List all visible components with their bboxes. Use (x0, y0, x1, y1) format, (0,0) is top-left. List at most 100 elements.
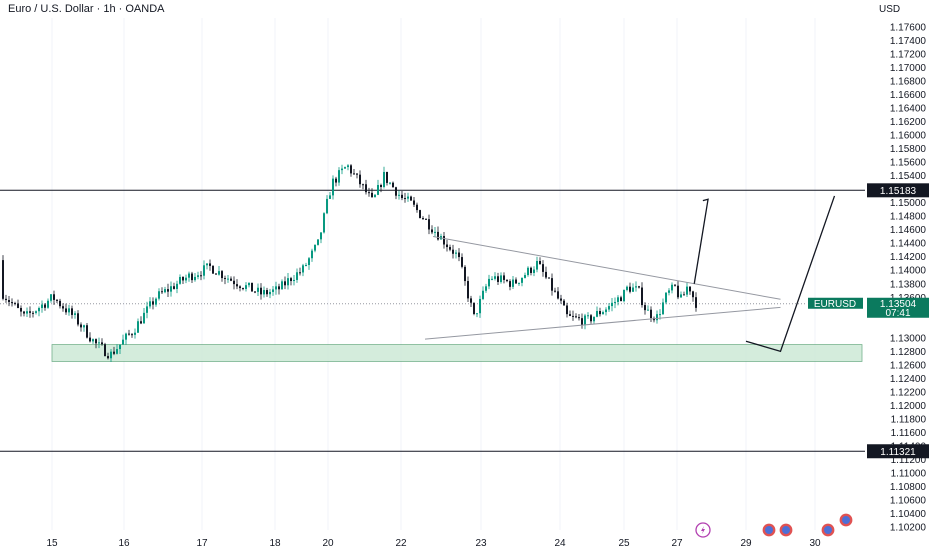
candle-body (38, 308, 40, 312)
candle-body (692, 291, 694, 298)
y-tick-label: 1.15600 (890, 158, 927, 169)
candle-body (125, 333, 127, 340)
candle-body (635, 286, 637, 288)
candle-body (164, 289, 166, 293)
candle-body (8, 300, 10, 303)
y-tick-label: 1.17200 (890, 50, 927, 61)
candle-body (587, 315, 589, 317)
candle-body (32, 312, 34, 314)
y-tick-label: 1.16400 (890, 104, 927, 115)
candle-body (689, 286, 691, 292)
candle-body (407, 196, 409, 199)
x-tick-label: 25 (618, 538, 630, 549)
candle-body (548, 277, 550, 279)
y-tick-label: 1.13800 (890, 279, 927, 290)
candle-body (41, 304, 43, 309)
candle-body (212, 265, 214, 274)
level-tag (867, 444, 929, 459)
candle-body (518, 282, 520, 284)
candle-body (677, 285, 679, 298)
candle-body (512, 279, 514, 287)
candle-body (200, 275, 202, 277)
candle-body (86, 325, 88, 338)
candle-body (605, 309, 607, 313)
candle-body (599, 311, 601, 315)
candle-body (695, 297, 697, 308)
candle-body (59, 300, 61, 307)
candle-body (224, 278, 226, 280)
event-inner (782, 526, 790, 534)
candle-body (563, 300, 565, 306)
candle-body (152, 301, 154, 305)
x-tick-label: 18 (269, 538, 281, 549)
y-tick-label: 1.14600 (890, 225, 927, 236)
candle-body (611, 302, 613, 307)
candle-body (479, 298, 481, 314)
candle-body (416, 204, 418, 211)
candle-body (95, 339, 97, 344)
level-tag-label: 1.11321 (880, 447, 916, 458)
candle-body (17, 303, 19, 308)
candle-body (551, 278, 553, 291)
candle-body (428, 219, 430, 230)
candle-body (284, 281, 286, 286)
candle-body (485, 286, 487, 291)
candle-body (161, 291, 163, 293)
drawings (424, 195, 836, 353)
candle-body (332, 178, 334, 196)
candle-body (14, 303, 16, 305)
candle-body (275, 286, 277, 290)
candle-body (446, 244, 448, 248)
calendar-event-icon (778, 522, 794, 538)
candle-body (344, 167, 346, 169)
candle-body (215, 273, 217, 275)
candle-body (584, 315, 586, 326)
y-tick-label: 1.12800 (890, 347, 927, 358)
candle-body (311, 250, 313, 259)
candle-body (533, 269, 535, 273)
candle-body (566, 305, 568, 315)
candle-body (149, 301, 151, 307)
candle-body (98, 342, 100, 344)
candle-body (128, 333, 130, 335)
candle-body (365, 184, 367, 193)
candle-body (647, 309, 649, 311)
calendar-event-icon (820, 522, 836, 538)
candle-body (197, 275, 199, 277)
candle-body (362, 184, 364, 186)
candle-body (182, 276, 184, 281)
candle-body (560, 298, 562, 301)
x-tick-label: 20 (322, 538, 334, 549)
price-axis[interactable]: 1.17600 1.17400 1.17200 1.17000 1.16800 1.166… (890, 23, 927, 534)
candle-body (302, 265, 304, 273)
candle-body (395, 187, 397, 196)
x-tick-label: 30 (809, 538, 821, 549)
lightning-icon (695, 522, 711, 538)
candle-body (77, 313, 79, 325)
candle-body (431, 229, 433, 233)
candle-body (515, 279, 517, 284)
candle-body (680, 294, 682, 298)
candle-body (488, 278, 490, 287)
candle-body (104, 344, 106, 357)
y-tick-label: 1.10800 (890, 482, 927, 493)
candle-body (62, 306, 64, 309)
candle-body (170, 286, 172, 292)
candle-body (449, 247, 451, 250)
candle-body (335, 178, 337, 183)
y-tick-label: 1.12600 (890, 360, 927, 371)
candle-body (467, 281, 469, 299)
candle-body (473, 302, 475, 314)
candle-body (413, 200, 415, 205)
candle-body (389, 182, 391, 184)
candle-body (35, 311, 37, 313)
candle-body (101, 342, 103, 345)
candle-body (137, 321, 139, 333)
candle-body (245, 285, 247, 289)
candle-body (248, 282, 250, 286)
time-axis[interactable]: 15 16 17 18 20 22 23 24 25 27 29 30 (46, 538, 821, 549)
candle-body (47, 300, 49, 308)
x-tick-label: 29 (740, 538, 752, 549)
y-tick-label: 1.14800 (890, 212, 927, 223)
